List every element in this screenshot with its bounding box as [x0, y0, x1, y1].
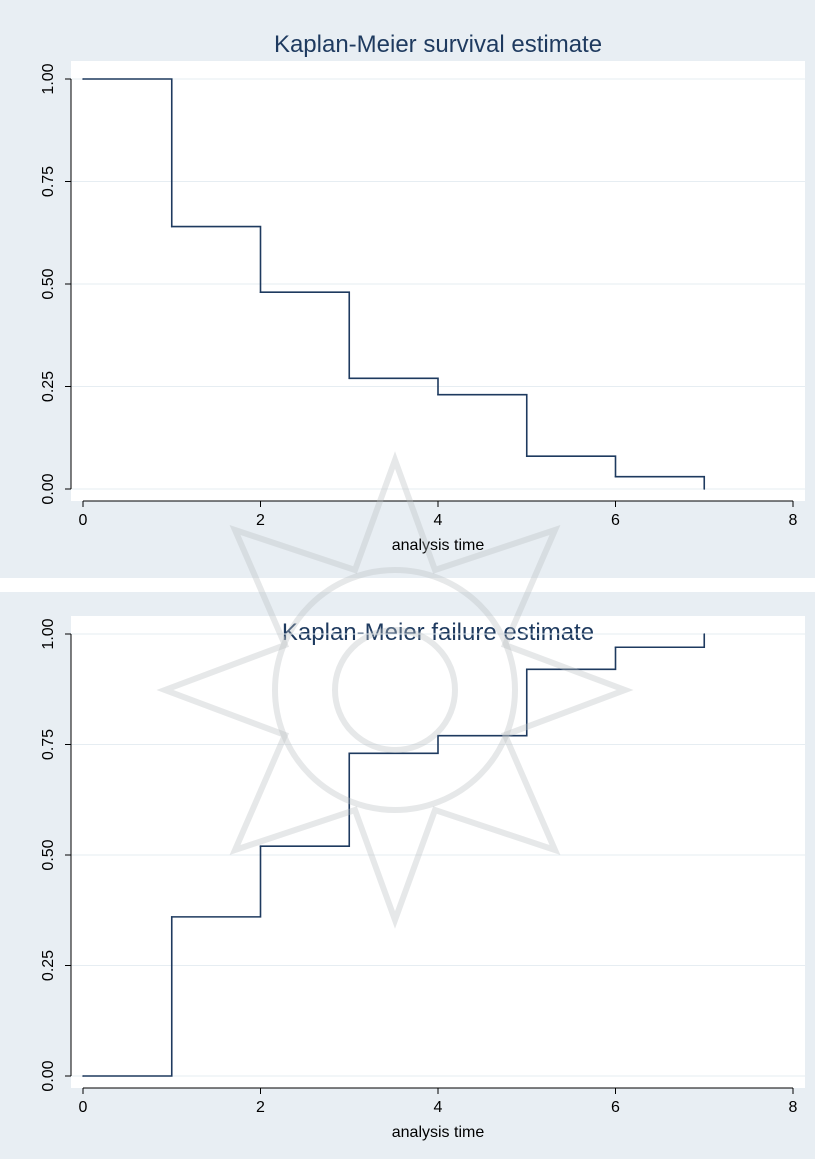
- x-tick-label: 8: [789, 512, 798, 529]
- step-series-line: [83, 78, 706, 489]
- chart-title: Kaplan-Meier survival estimate: [274, 31, 602, 58]
- step-point: [82, 1075, 84, 1077]
- step-point: [614, 646, 617, 649]
- x-tick-label: 2: [256, 512, 265, 529]
- survival-chart: Kaplan-Meier survival estimate 0.00 0.25 0.…: [40, 31, 805, 554]
- step-point: [437, 393, 439, 396]
- step-point: [259, 845, 262, 847]
- step-point: [348, 377, 351, 380]
- failure-chart: Kaplan-Meier failure estimate 0.00 0.25 0.5…: [40, 616, 805, 1141]
- y-tick-label: 0.75: [40, 166, 57, 197]
- x-tick-label: 2: [256, 1099, 265, 1116]
- x-tick-label: 0: [79, 512, 88, 529]
- y-tick-label: 0.50: [40, 268, 57, 299]
- y-tick-label: 0.25: [40, 950, 57, 981]
- x-axis-label: analysis time: [392, 1124, 485, 1141]
- x-tick-label: 6: [611, 1099, 620, 1116]
- step-point: [259, 291, 262, 294]
- x-tick-label: 0: [79, 1099, 88, 1116]
- plot-area: [71, 616, 805, 1088]
- step-point: [703, 488, 706, 490]
- y-tick-label: 1.00: [40, 618, 57, 649]
- step-point: [348, 752, 351, 755]
- y-tick-label: 1.00: [40, 63, 57, 94]
- y-tick-label: 0.75: [40, 729, 57, 760]
- step-point: [437, 734, 439, 737]
- x-tick-label: 4: [434, 1099, 443, 1116]
- step-point: [170, 225, 173, 228]
- step-series-line: [83, 634, 706, 1077]
- plot-area: [71, 61, 805, 501]
- x-axis-label: analysis time: [392, 537, 485, 554]
- step-point: [170, 916, 173, 918]
- step-point: [82, 78, 84, 80]
- y-tick-label: 0.50: [40, 839, 57, 870]
- y-tick-label: 0.25: [40, 371, 57, 402]
- step-point: [703, 633, 706, 635]
- step-point: [614, 475, 617, 478]
- failure-chart-panel: Kaplan-Meier failure estimate 0.00 0.25 0.5…: [0, 592, 815, 1159]
- chart-title: Kaplan-Meier failure estimate: [282, 619, 594, 646]
- survival-chart-panel: Kaplan-Meier survival estimate 0.00 0.25 0.…: [0, 0, 815, 578]
- x-tick-label: 8: [789, 1099, 798, 1116]
- step-point: [525, 455, 528, 458]
- y-tick-label: 0.00: [40, 473, 57, 504]
- x-tick-label: 4: [434, 512, 443, 529]
- y-tick-label: 0.00: [40, 1060, 57, 1091]
- x-tick-label: 6: [611, 512, 620, 529]
- step-point: [525, 668, 528, 671]
